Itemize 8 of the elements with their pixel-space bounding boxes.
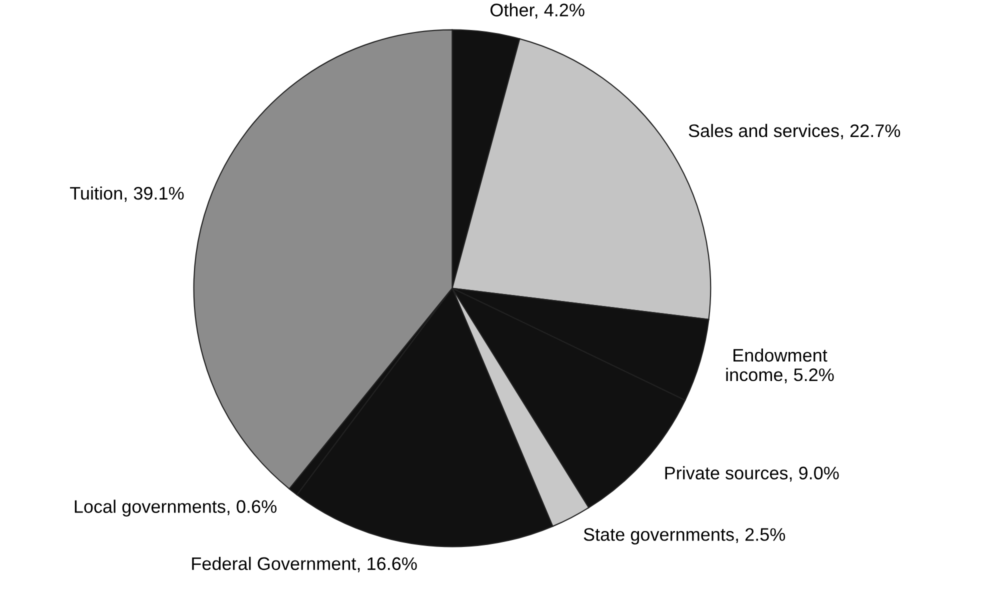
- slice-label: State governments, 2.5%: [584, 528, 786, 544]
- slice-label: Tuition, 39.1%: [70, 186, 184, 202]
- slice-label: Other, 4.2%: [490, 3, 584, 19]
- slice-label: Sales and services, 22.7%: [688, 124, 900, 140]
- slice-label: Federal Government, 16.6%: [192, 556, 417, 572]
- slice-label: Private sources, 9.0%: [665, 466, 839, 482]
- slice-label: Endowment income, 5.2%: [726, 348, 834, 384]
- slice-label: Local governments, 0.6%: [74, 500, 277, 517]
